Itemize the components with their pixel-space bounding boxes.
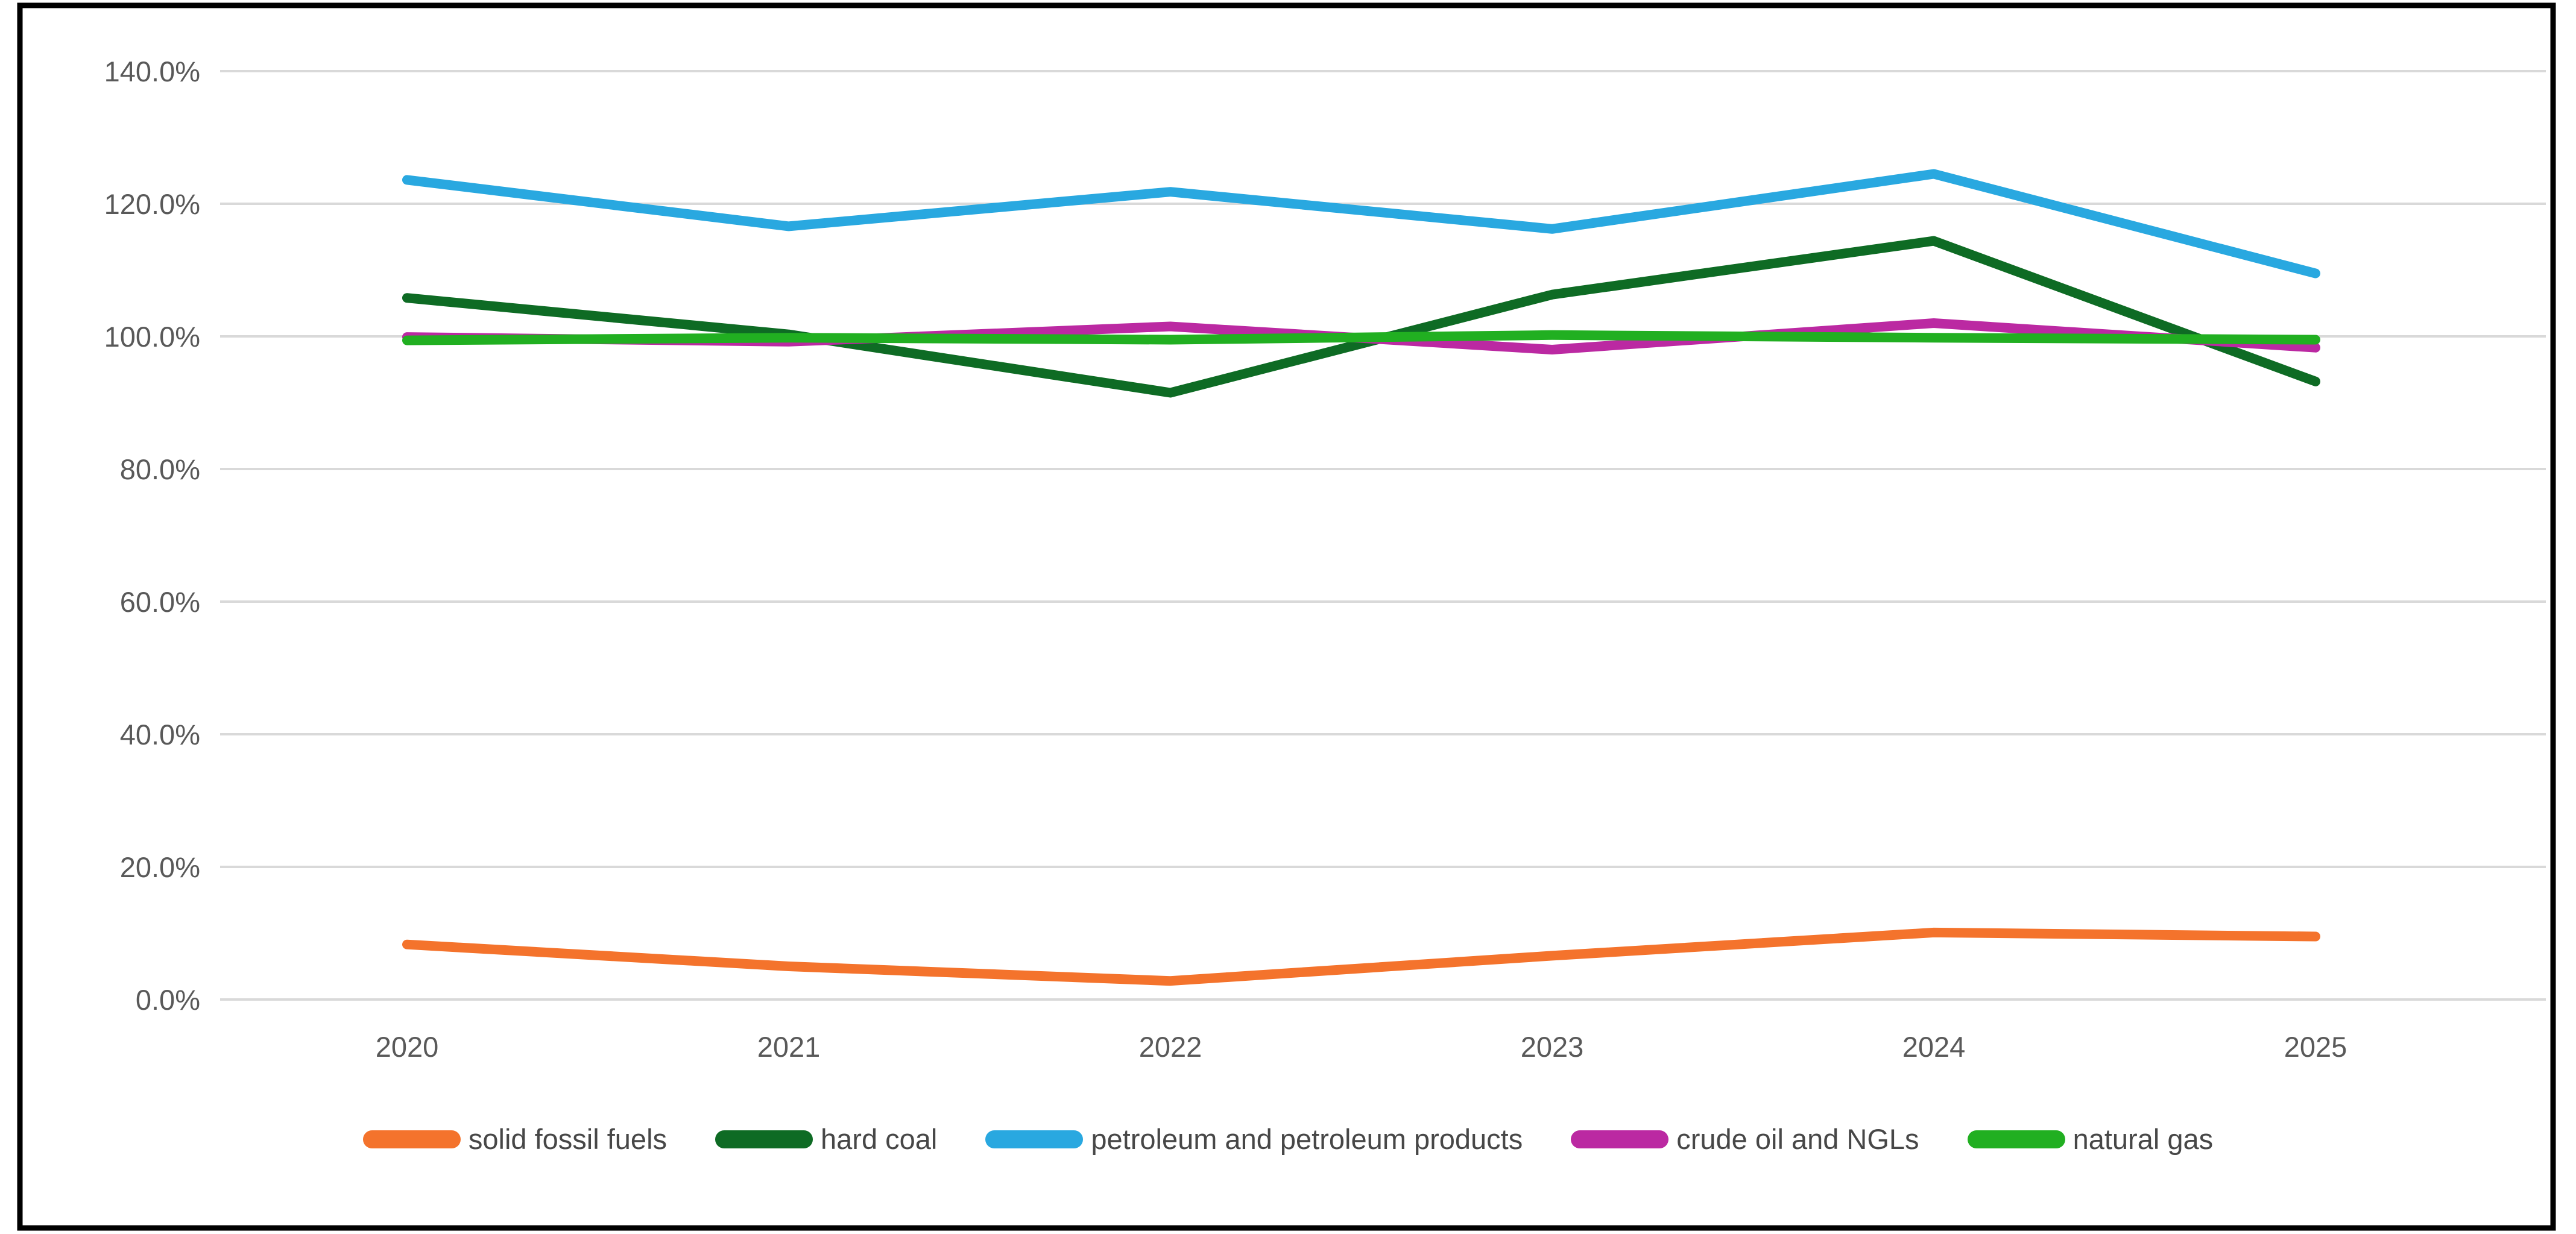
- y-axis-tick-label: 80.0%: [120, 453, 200, 485]
- x-axis-tick-label: 2025: [2284, 1031, 2347, 1063]
- y-axis-tick-label: 120.0%: [104, 188, 200, 220]
- legend-swatch-natural-gas: [1967, 1130, 2065, 1148]
- legend-swatch-hard-coal: [715, 1130, 813, 1148]
- x-axis-labels-group: 2020 2021 2022 2023 2024 2025: [376, 1031, 2347, 1063]
- y-axis-tick-label: 40.0%: [120, 719, 200, 751]
- legend-label: natural gas: [2072, 1123, 2214, 1155]
- legend-label: hard coal: [821, 1123, 938, 1155]
- y-axis-labels-group: 0.0% 20.0% 40.0% 60.0% 80.0% 100.0% 120.0% 140.…: [104, 55, 200, 1016]
- legend-label: crude oil and NGLs: [1676, 1123, 1919, 1155]
- legend-label: petroleum and petroleum products: [1091, 1123, 1523, 1155]
- series-lines-group: [402, 169, 2320, 986]
- y-axis-tick-label: 0.0%: [136, 984, 200, 1016]
- x-axis-tick-label: 2022: [1139, 1031, 1202, 1063]
- legend-item-natural-gas: natural gas: [1967, 1122, 2214, 1156]
- x-axis-tick-label: 2021: [757, 1031, 821, 1063]
- legend-swatch-solid-fossil-fuels: [362, 1130, 461, 1148]
- series-line-solid-fossil-fuels: [402, 927, 2320, 986]
- chart-legend: solid fossil fuels hard coal petroleum and…: [0, 1122, 2576, 1156]
- x-axis-tick-label: 2024: [1902, 1031, 1966, 1063]
- legend-item-petroleum-and-petroleum-products: petroleum and petroleum products: [985, 1122, 1523, 1156]
- series-line-hard-coal: [402, 236, 2320, 398]
- legend-item-hard-coal: hard coal: [715, 1122, 937, 1156]
- series-line-natural-gas: [402, 330, 2320, 345]
- series-line-petroleum-and-petroleum-products: [402, 169, 2320, 279]
- legend-label: solid fossil fuels: [468, 1123, 668, 1155]
- y-axis-tick-label: 100.0%: [104, 321, 200, 353]
- legend-item-solid-fossil-fuels: solid fossil fuels: [362, 1122, 668, 1156]
- y-axis-tick-label: 20.0%: [120, 851, 200, 883]
- y-axis-tick-label: 140.0%: [104, 55, 200, 87]
- legend-swatch-crude-oil-and-ngls: [1571, 1130, 1669, 1148]
- legend-swatch-petroleum-and-petroleum-products: [985, 1130, 1084, 1148]
- x-axis-tick-label: 2020: [376, 1031, 439, 1063]
- x-axis-tick-label: 2023: [1521, 1031, 1584, 1063]
- y-axis-tick-label: 60.0%: [120, 586, 200, 618]
- legend-item-crude-oil-and-ngls: crude oil and NGLs: [1571, 1122, 1919, 1156]
- chart-border: [17, 2, 2556, 1231]
